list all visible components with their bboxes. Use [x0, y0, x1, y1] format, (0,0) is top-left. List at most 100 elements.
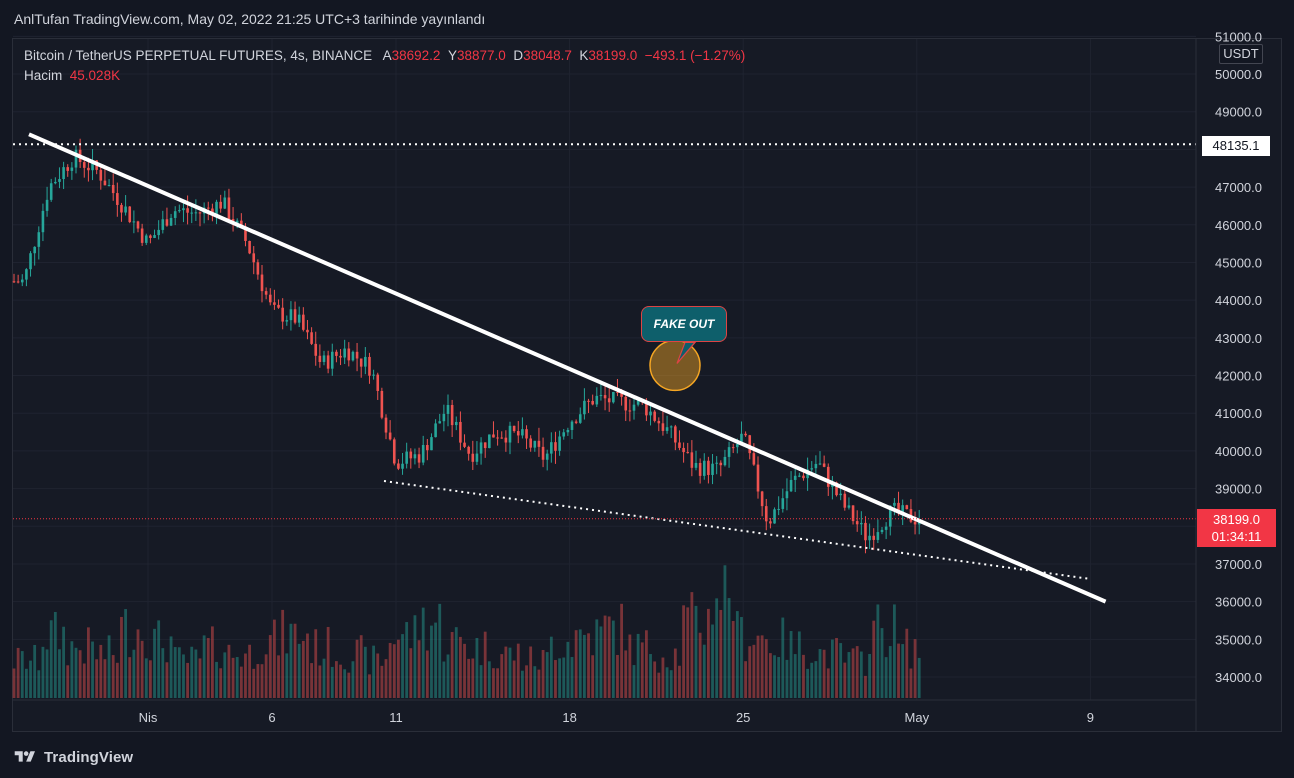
volume-label: Hacim	[24, 68, 63, 83]
volume-bar	[905, 628, 909, 698]
volume-bar	[611, 620, 615, 698]
candle-body	[847, 505, 851, 508]
volume-bar	[583, 634, 586, 698]
volume-bar	[872, 620, 876, 698]
volume-bar	[91, 641, 94, 698]
volume-bar	[690, 592, 694, 698]
symbol-title[interactable]: Bitcoin / TetherUS PERPETUAL FUTURES, 4s…	[24, 48, 373, 63]
volume-bar	[645, 630, 648, 698]
volume-bar	[463, 643, 466, 698]
candle-body	[421, 444, 425, 463]
candle-body	[603, 395, 607, 399]
candle-body	[814, 463, 818, 469]
open-label: A	[382, 48, 392, 63]
volume-bar	[533, 666, 537, 698]
candle-body	[500, 437, 504, 439]
tradingview-brand[interactable]: TradingView	[44, 748, 134, 766]
volume-bar	[297, 643, 301, 698]
candle-body	[268, 294, 272, 303]
volume-bar	[45, 649, 49, 698]
candle-body	[91, 160, 94, 171]
candle-body	[74, 149, 78, 168]
low-value: 38048.7	[523, 48, 572, 63]
x-tick-label: May	[905, 710, 930, 725]
volume-bar	[169, 636, 173, 698]
time-axis: Nis 6 11 18 25 May 9	[13, 699, 1196, 725]
volume-bar	[640, 642, 644, 698]
volume-bar	[132, 649, 136, 698]
y-tick-label: 37000.0	[1215, 557, 1262, 572]
candle-body	[223, 197, 227, 209]
open-value: 38692.2	[391, 48, 441, 63]
candle-body	[826, 466, 830, 487]
candle-body	[335, 351, 338, 356]
volume-bar	[632, 665, 636, 698]
candle-body	[864, 522, 867, 541]
candle-body	[426, 444, 429, 451]
candle-body	[153, 235, 156, 238]
volume-bar	[194, 649, 198, 698]
volume-bar	[177, 647, 181, 698]
candle-body	[789, 479, 793, 492]
volume-bar	[752, 644, 756, 698]
volume-bar	[707, 608, 710, 698]
candle-body	[330, 351, 334, 369]
volume-value: 45.028K	[69, 68, 121, 83]
candle-body	[310, 332, 313, 344]
y-tick-label: 45000.0	[1215, 255, 1262, 270]
volume-bar	[388, 642, 392, 698]
candle-body	[636, 400, 640, 405]
volume-bar	[649, 654, 652, 698]
volume-bar	[343, 669, 347, 698]
candle-body	[752, 453, 756, 465]
chart-frame[interactable]	[12, 38, 1282, 732]
volume-bar	[756, 635, 760, 698]
candle-body	[897, 502, 900, 513]
volume-bar	[454, 627, 458, 698]
volume-bar	[868, 653, 871, 698]
fake-out-label[interactable]: FAKE OUT	[641, 306, 727, 342]
candle-body	[839, 493, 842, 496]
candle-body	[380, 390, 384, 418]
volume-bar	[351, 661, 355, 698]
volume-bar	[363, 646, 367, 698]
candle-body	[616, 391, 619, 393]
candle-body	[392, 439, 396, 464]
candle-body	[665, 427, 669, 431]
volume-bar	[53, 611, 57, 698]
candle-body	[661, 423, 665, 431]
volume-bar	[248, 644, 251, 698]
y-tick-label: 34000.0	[1215, 670, 1262, 685]
volume-bar	[82, 663, 86, 698]
change-value: −493.1 (−1.27%)	[644, 48, 746, 63]
volume-bar	[12, 668, 16, 698]
currency-button[interactable]: USDT	[1219, 44, 1263, 64]
volume-bar	[781, 617, 785, 698]
candle-body	[483, 442, 487, 449]
volume-bar	[459, 636, 462, 698]
volume-bar	[434, 622, 437, 698]
volume-bar	[880, 628, 884, 698]
candle-body	[574, 421, 578, 423]
volume-bar	[785, 659, 789, 698]
candle-body	[248, 240, 251, 254]
fake-out-highlight	[649, 339, 701, 392]
volume-bar	[277, 655, 280, 698]
volume-bar	[405, 622, 409, 698]
candle-body	[16, 281, 20, 283]
volume-bar	[549, 636, 553, 698]
x-tick-label: Nis	[139, 710, 158, 725]
volume-bar	[161, 648, 165, 698]
candle-body	[463, 442, 466, 447]
volume-bar	[446, 654, 450, 698]
volume-bar	[202, 635, 206, 698]
candle-body	[773, 509, 776, 524]
candle-body	[810, 468, 814, 470]
candle-body	[227, 197, 231, 220]
volume-bar	[58, 649, 61, 698]
volume-bar	[483, 631, 487, 698]
candle-body	[653, 411, 656, 421]
candle-body	[880, 529, 884, 533]
candle-body	[558, 436, 561, 451]
